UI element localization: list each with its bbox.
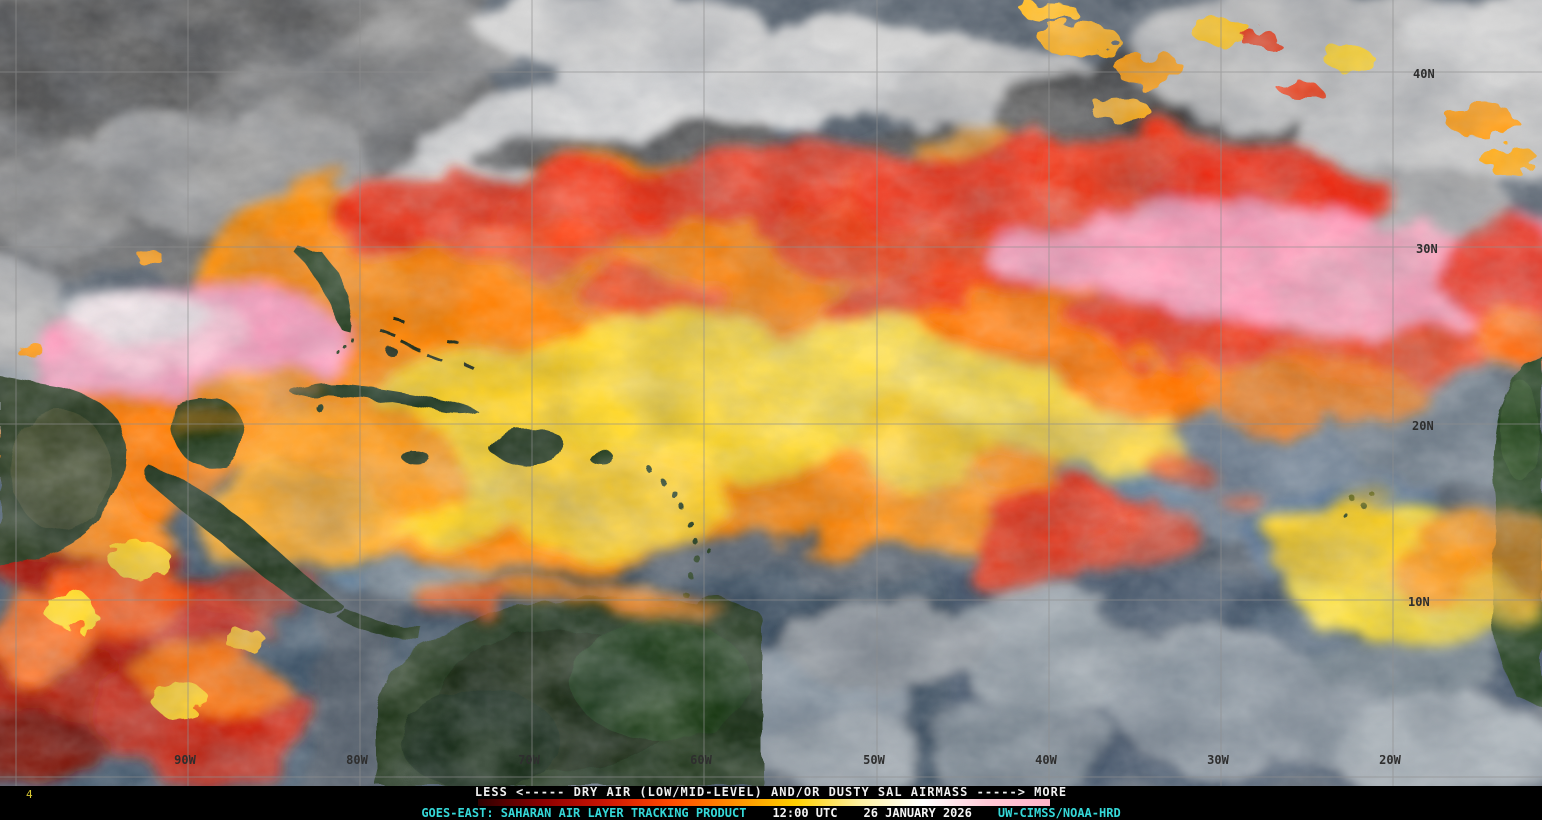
lat-label-40n: 40N xyxy=(1413,67,1435,81)
lon-label-70w: 70W xyxy=(518,753,540,767)
product-title: GOES-EAST: SAHARAN AIR LAYER TRACKING PR… xyxy=(421,806,747,820)
product-caption: GOES-EAST: SAHARAN AIR LAYER TRACKING PR… xyxy=(0,806,1542,820)
sal-colorbar xyxy=(478,799,1050,806)
corner-mark: 4 xyxy=(26,788,33,801)
product-date: 26 JANUARY 2026 xyxy=(863,806,972,820)
product-time: 12:00 UTC xyxy=(772,806,838,820)
latlon-grid xyxy=(0,0,1542,786)
grid-labels: 40N 30N 20N 10N 90W 80W 70W 60W 50W 40W … xyxy=(174,67,1438,767)
lon-label-60w: 60W xyxy=(690,753,712,767)
lon-label-40w: 40W xyxy=(1035,753,1057,767)
lon-label-30w: 30W xyxy=(1207,753,1229,767)
lon-label-50w: 50W xyxy=(863,753,885,767)
texture-grain-overlay xyxy=(0,0,1542,786)
lon-label-20w: 20W xyxy=(1379,753,1401,767)
lon-label-80w: 80W xyxy=(346,753,368,767)
satellite-map: 40N 30N 20N 10N 90W 80W 70W 60W 50W 40W … xyxy=(0,0,1542,786)
lat-label-30n: 30N xyxy=(1416,242,1438,256)
satellite-image: 40N 30N 20N 10N 90W 80W 70W 60W 50W 40W … xyxy=(0,0,1542,786)
lat-label-10n: 10N xyxy=(1408,595,1430,609)
legend-label: LESS <----- DRY AIR (LOW/MID-LEVEL) AND/… xyxy=(474,785,1068,799)
lat-label-20n: 20N xyxy=(1412,419,1434,433)
lon-label-90w: 90W xyxy=(174,753,196,767)
legend-band: 4 LESS <----- DRY AIR (LOW/MID-LEVEL) AN… xyxy=(0,786,1542,806)
product-credit: UW-CIMSS/NOAA-HRD xyxy=(997,806,1121,820)
